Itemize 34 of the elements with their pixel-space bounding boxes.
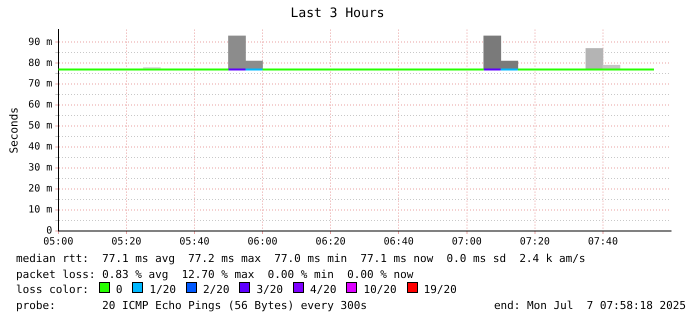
y-tick-label: 90 m [28, 36, 52, 48]
y-tick-label: 40 m [28, 142, 52, 153]
x-tick-label: 06:20 [316, 236, 346, 248]
legend-label: 0 [116, 282, 122, 298]
legend-label: 2/20 [202, 282, 230, 298]
x-tick-label: 07:20 [520, 236, 550, 248]
x-tick-label: 06:00 [247, 236, 278, 248]
legend-title: loss color: [16, 282, 89, 298]
y-tick-label: 30 m [28, 162, 52, 174]
legend-label: 10/20 [363, 282, 397, 298]
y-tick-label: 60 m [28, 100, 52, 111]
legend-label: 1/20 [149, 282, 176, 298]
x-tick-label: 07:40 [588, 236, 618, 248]
x-tick-label: 05:40 [179, 236, 210, 248]
x-tick-label: 05:20 [111, 236, 142, 248]
x-tick-label: 06:40 [384, 236, 414, 248]
text: probe: 20 ICMP Echo Pings (56 Bytes) every 300s [16, 298, 367, 313]
chart-title: Last 3 Hours [290, 6, 384, 22]
x-tick-label: 07:00 [452, 236, 482, 248]
y-tick-label: 80 m [28, 58, 52, 69]
legend-label: 19/20 [424, 282, 457, 298]
text: median rtt: 77.1 ms avg 77.2 ms max 77.0 ms min 77.1 ms now 0.0 ms sd 2.4 k am/s [16, 251, 586, 266]
y-tick-label: 70 m [28, 78, 52, 90]
y-axis-title: Seconds [7, 107, 20, 154]
text: packet loss: 0.83 % avg 12.70 % max 0.00 % min 0.00 % now [16, 266, 414, 282]
x-tick-label: 05:00 [43, 236, 74, 248]
bar [586, 48, 604, 70]
legend-label: 4/20 [310, 282, 336, 298]
legend-label: 3/20 [256, 282, 283, 298]
y-tick-label: 0 [46, 226, 52, 237]
text: end: Mon Jul 7 07:58:18 2025 [494, 298, 686, 313]
y-tick-label: 50 m [28, 120, 52, 132]
y-tick-label: 10 m [28, 204, 52, 216]
y-tick-label: 20 m [28, 184, 52, 195]
